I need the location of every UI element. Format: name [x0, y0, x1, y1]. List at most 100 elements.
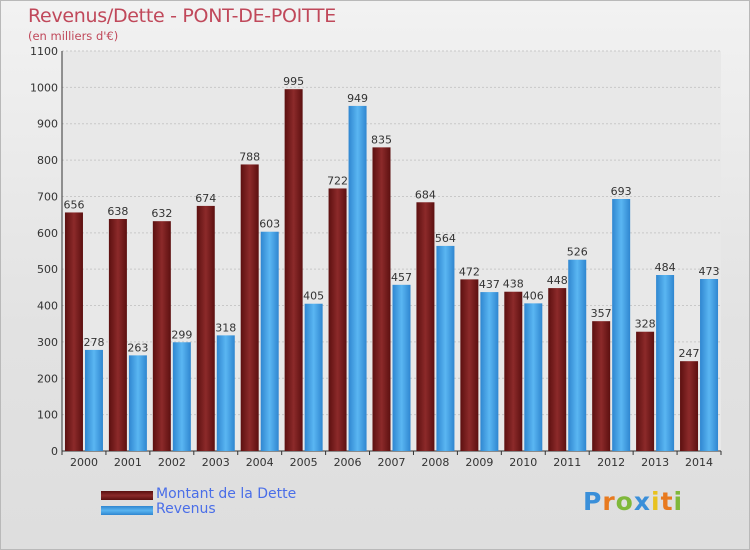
- bar-debt: [504, 291, 523, 451]
- bar-debt: [548, 288, 567, 451]
- x-tick-label: 2008: [421, 456, 449, 469]
- bar-revenue: [348, 105, 367, 451]
- data-label-revenue: 318: [215, 321, 236, 334]
- bar-revenue: [128, 355, 147, 451]
- y-tick-label: 1100: [30, 45, 58, 58]
- y-tick-label: 100: [37, 409, 58, 422]
- data-label-revenue: 406: [523, 289, 544, 302]
- bar-debt: [152, 221, 171, 451]
- bar-revenue: [216, 335, 235, 451]
- bar-revenue: [656, 275, 675, 451]
- logo-letter: x: [633, 487, 651, 516]
- bar-revenue: [480, 292, 499, 451]
- bar-revenue: [524, 303, 543, 451]
- x-tick-label: 2005: [290, 456, 318, 469]
- x-tick-label: 2013: [641, 456, 669, 469]
- x-tick-label: 2001: [114, 456, 142, 469]
- data-label-revenue: 693: [611, 185, 632, 198]
- bar-debt: [64, 212, 83, 451]
- bar-revenue: [84, 349, 103, 451]
- data-label-revenue: 299: [171, 328, 192, 341]
- data-label-debt: 638: [107, 205, 128, 218]
- x-tick-label: 2002: [158, 456, 186, 469]
- legend-label-debt: Montant de la Dette: [156, 486, 297, 502]
- bar-debt: [328, 188, 347, 452]
- y-tick-label: 600: [37, 227, 58, 240]
- data-label-revenue: 603: [259, 218, 280, 231]
- bar-debt: [108, 219, 127, 451]
- logo-letter: r: [602, 487, 616, 516]
- data-label-debt: 835: [371, 133, 392, 146]
- data-label-revenue: 949: [347, 92, 368, 105]
- bar-revenue: [436, 245, 455, 451]
- logo-letter: o: [615, 487, 634, 516]
- plot-area: [62, 51, 721, 451]
- bar-debt: [372, 147, 391, 451]
- bar-revenue: [260, 231, 279, 451]
- logo-letter: P: [583, 487, 603, 516]
- proxiti-logo: Proxiti: [583, 487, 683, 516]
- bar-revenue: [612, 199, 631, 451]
- logo-letter: i: [651, 487, 661, 516]
- bar-debt: [592, 321, 611, 451]
- y-tick-label: 800: [37, 154, 58, 167]
- chart-subtitle: (en milliers d'€): [28, 29, 119, 43]
- bar-debt: [240, 164, 259, 452]
- x-tick-label: 2000: [70, 456, 98, 469]
- legend-label-revenue: Revenus: [156, 501, 216, 517]
- data-label-debt: 247: [679, 347, 700, 360]
- data-label-revenue: 526: [567, 246, 588, 259]
- y-tick-label: 300: [37, 336, 58, 349]
- data-label-revenue: 405: [303, 290, 324, 303]
- bar-revenue: [568, 259, 587, 451]
- logo-letter: i: [673, 487, 684, 516]
- data-label-debt: 722: [327, 174, 348, 187]
- legend-swatch-revenue: [101, 506, 153, 515]
- x-tick-label: 2007: [378, 456, 406, 469]
- bar-debt: [196, 205, 215, 451]
- data-label-debt: 328: [635, 318, 656, 331]
- y-tick-label: 700: [37, 190, 58, 203]
- x-tick-label: 2009: [465, 456, 493, 469]
- bar-debt: [284, 89, 303, 451]
- data-label-revenue: 457: [391, 271, 412, 284]
- y-tick-label: 200: [37, 372, 58, 385]
- data-label-debt: 684: [415, 188, 436, 201]
- data-label-revenue: 564: [435, 232, 456, 245]
- data-label-revenue: 263: [127, 341, 148, 354]
- x-tick-label: 2004: [246, 456, 274, 469]
- data-label-debt: 656: [63, 198, 84, 211]
- x-tick-label: 2014: [685, 456, 713, 469]
- y-tick-label: 400: [37, 300, 58, 313]
- data-label-debt: 632: [151, 207, 172, 220]
- x-tick-label: 2006: [334, 456, 362, 469]
- bar-debt: [416, 202, 435, 451]
- data-label-debt: 472: [459, 265, 480, 278]
- logo-letter: t: [660, 487, 674, 516]
- bar-revenue: [700, 279, 719, 451]
- bar-revenue: [392, 284, 411, 451]
- y-tick-label: 900: [37, 118, 58, 131]
- y-tick-label: 0: [51, 445, 58, 458]
- x-tick-label: 2010: [509, 456, 537, 469]
- bar-debt: [460, 279, 479, 451]
- y-tick-label: 1000: [30, 81, 58, 94]
- legend-swatch-debt: [101, 491, 153, 500]
- x-tick-label: 2003: [202, 456, 230, 469]
- data-label-debt: 788: [239, 150, 260, 163]
- x-tick-label: 2012: [597, 456, 625, 469]
- data-label-debt: 448: [547, 274, 568, 287]
- bar-revenue: [172, 342, 191, 451]
- bar-debt: [680, 361, 699, 451]
- data-label-debt: 995: [283, 75, 304, 88]
- y-tick-label: 500: [37, 263, 58, 276]
- data-label-revenue: 437: [479, 278, 500, 291]
- data-label-debt: 674: [195, 192, 216, 205]
- data-label-revenue: 473: [699, 265, 720, 278]
- bar-revenue: [304, 303, 323, 451]
- chart-title: Revenus/Dette - PONT-DE-POITTE: [28, 5, 336, 27]
- x-tick-label: 2011: [553, 456, 581, 469]
- data-label-revenue: 278: [83, 336, 104, 349]
